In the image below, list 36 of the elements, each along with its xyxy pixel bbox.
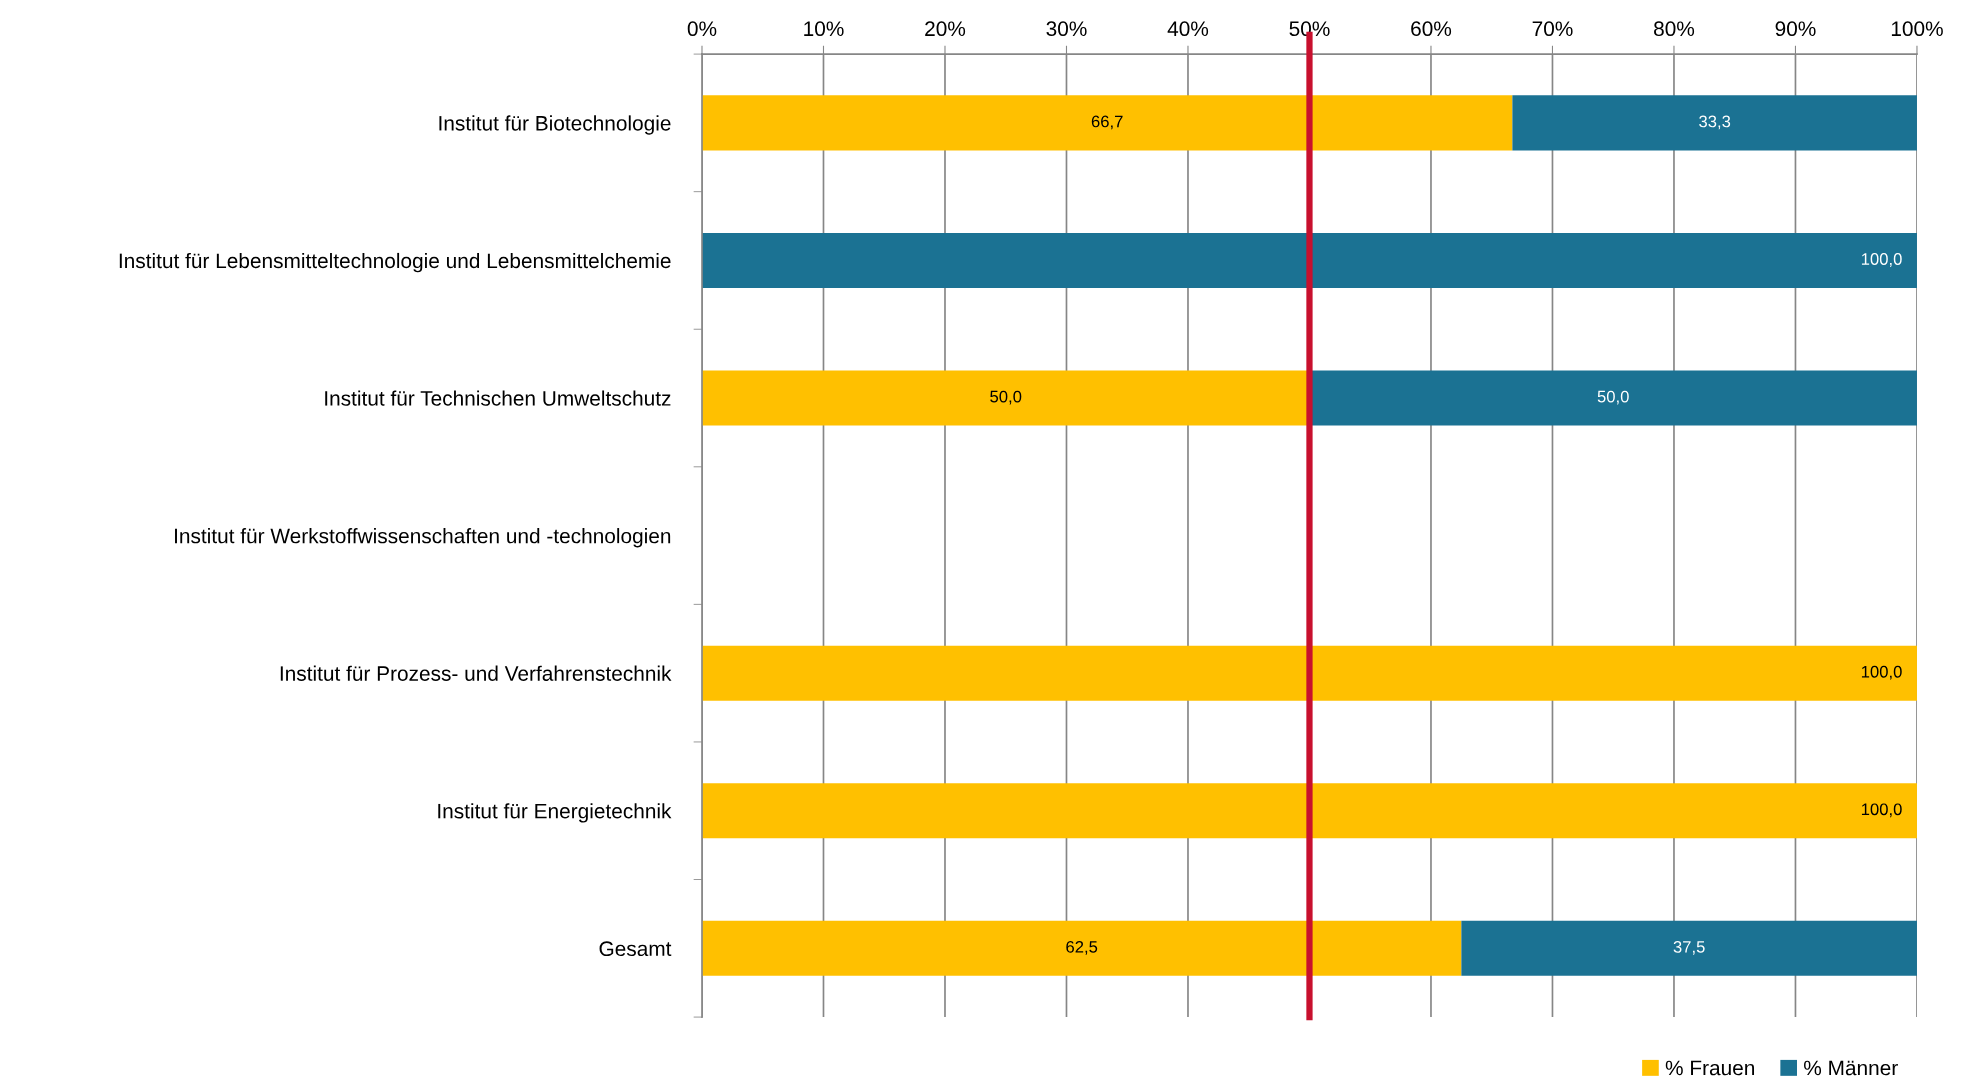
y-tick-label: Gesamt bbox=[599, 941, 672, 957]
y-tick-label: Institut für Technischen Umweltschutz bbox=[325, 390, 671, 406]
x-tick-label: 50% bbox=[1289, 21, 1330, 37]
y-tick-label: Institut für Energietechnik bbox=[438, 803, 672, 823]
legend-label: % Frauen bbox=[1665, 1060, 1755, 1076]
y-tick-label: Institut für Biotechnologie bbox=[439, 115, 671, 135]
y-tick-label: Institut für Prozess- und Verfahrenstechnik bbox=[280, 665, 672, 681]
bar bbox=[701, 645, 1917, 701]
x-tick-label: 30% bbox=[1046, 21, 1087, 37]
x-tick-label: 100% bbox=[1891, 21, 1943, 37]
bar bbox=[701, 920, 1462, 976]
data-label: 33,3 bbox=[1699, 115, 1731, 130]
bar bbox=[701, 783, 1917, 839]
x-tick-label: 90% bbox=[1775, 21, 1816, 37]
y-tick-label: Institut für Werkstoffwissenschaften und -technologien bbox=[175, 528, 671, 548]
data-label: 100,0 bbox=[1861, 803, 1902, 818]
bar bbox=[1461, 920, 1917, 976]
data-label: 50,0 bbox=[1597, 390, 1629, 405]
bar bbox=[701, 232, 1917, 288]
x-tick-label: 20% bbox=[925, 21, 966, 37]
data-label: 50,0 bbox=[990, 390, 1022, 405]
bar bbox=[701, 95, 1513, 151]
x-tick-label: 60% bbox=[1411, 21, 1452, 37]
data-label: 37,5 bbox=[1673, 940, 1705, 955]
y-tick-label: Institut für Lebensmitteltechnologie und Lebensmittelchemie bbox=[119, 252, 671, 273]
data-label: 62,5 bbox=[1066, 940, 1098, 955]
bar bbox=[1512, 95, 1917, 151]
x-tick-label: 80% bbox=[1654, 21, 1695, 37]
data-label: 100,0 bbox=[1861, 665, 1902, 680]
data-label: 66,7 bbox=[1091, 115, 1123, 130]
x-tick-label: 70% bbox=[1532, 21, 1573, 37]
x-tick-label: 40% bbox=[1167, 21, 1209, 37]
x-tick-label: 0% bbox=[687, 21, 717, 37]
data-label: 100,0 bbox=[1861, 253, 1902, 267]
x-tick-label: 10% bbox=[804, 21, 844, 37]
legend-label: % Männer bbox=[1804, 1060, 1898, 1076]
